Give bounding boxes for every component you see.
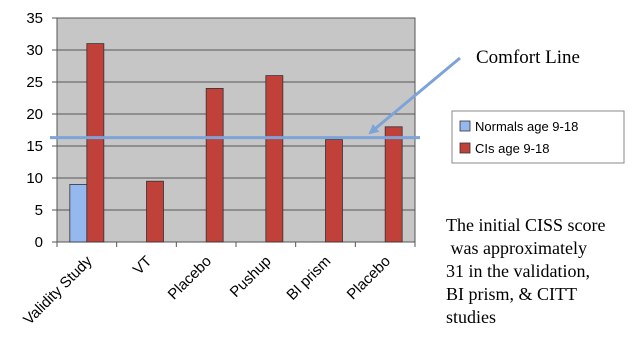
y-tick-label: 35 [26,10,43,27]
x-tick-label: Placebo [165,253,215,303]
y-tick-label: 10 [26,170,43,187]
bars [69,43,403,243]
x-axis: Validity Study VT Placebo Pushup BI prism Pla… [20,252,394,328]
y-tick-label: 25 [26,74,43,91]
bar-cis [384,126,403,243]
bar-cis [265,75,284,243]
x-tick-label: Validity Study [20,252,96,328]
bar-normals [69,183,88,243]
comfort-line-label: Comfort Line [476,47,580,68]
side-note-line: studies [446,307,496,327]
side-note-line: was approximately [446,238,587,258]
y-axis: 0 5 10 15 20 25 30 35 [26,10,416,251]
side-note: The initial CISS score was approximately… [446,215,605,327]
legend-label-normals: Normals age 9-18 [475,119,578,134]
legend-swatch-normals [459,120,471,132]
bar-cis [86,43,105,243]
bar-cis [325,139,343,243]
y-tick-label: 0 [35,234,43,251]
bar-cis [146,180,164,243]
y-tick-label: 30 [26,42,43,59]
x-tick-label: BI prism [283,253,334,304]
x-tick-label: VT [130,253,156,279]
comfort-line-arrow [368,56,461,135]
legend: Normals age 9-18 CIs age 9-18 [451,110,625,164]
x-tick-label: Pushup [227,253,275,301]
y-tick-label: 15 [26,138,43,155]
side-note-line: BI prism, & CITT [446,284,577,304]
legend-box [451,110,625,164]
legend-label-cis: CIs age 9-18 [475,141,549,156]
gridlines [57,49,415,211]
y-tick-label: 20 [26,106,43,123]
y-tick-label: 5 [35,202,43,219]
legend-swatch-cis [459,142,471,154]
x-tick-label: Placebo [344,253,394,303]
side-note-line: 31 in the validation, [446,261,590,281]
side-note-line: The initial CISS score [446,215,605,235]
plot-area [56,17,416,243]
bar-cis [205,88,224,243]
